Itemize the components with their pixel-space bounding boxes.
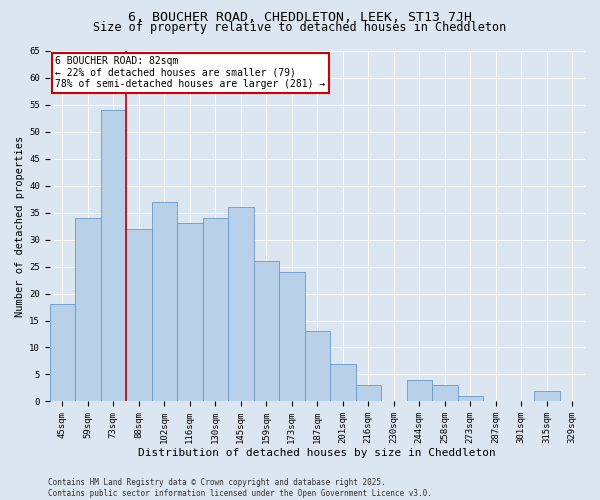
Y-axis label: Number of detached properties: Number of detached properties <box>15 136 25 317</box>
Bar <box>458 396 483 402</box>
Text: 6, BOUCHER ROAD, CHEDDLETON, LEEK, ST13 7JH: 6, BOUCHER ROAD, CHEDDLETON, LEEK, ST13 … <box>128 11 472 24</box>
Bar <box>534 390 560 402</box>
Bar <box>279 272 305 402</box>
Bar <box>432 385 458 402</box>
Bar <box>203 218 228 402</box>
Bar <box>228 208 254 402</box>
Bar <box>254 261 279 402</box>
Bar <box>356 385 381 402</box>
Text: Size of property relative to detached houses in Cheddleton: Size of property relative to detached ho… <box>94 22 506 35</box>
Text: 6 BOUCHER ROAD: 82sqm
← 22% of detached houses are smaller (79)
78% of semi-deta: 6 BOUCHER ROAD: 82sqm ← 22% of detached … <box>55 56 325 90</box>
Bar <box>305 332 330 402</box>
X-axis label: Distribution of detached houses by size in Cheddleton: Distribution of detached houses by size … <box>139 448 496 458</box>
Bar <box>177 224 203 402</box>
Text: Contains HM Land Registry data © Crown copyright and database right 2025.
Contai: Contains HM Land Registry data © Crown c… <box>48 478 432 498</box>
Bar <box>75 218 101 402</box>
Bar <box>152 202 177 402</box>
Bar <box>407 380 432 402</box>
Bar <box>330 364 356 402</box>
Bar <box>101 110 126 402</box>
Bar <box>50 304 75 402</box>
Bar <box>126 229 152 402</box>
